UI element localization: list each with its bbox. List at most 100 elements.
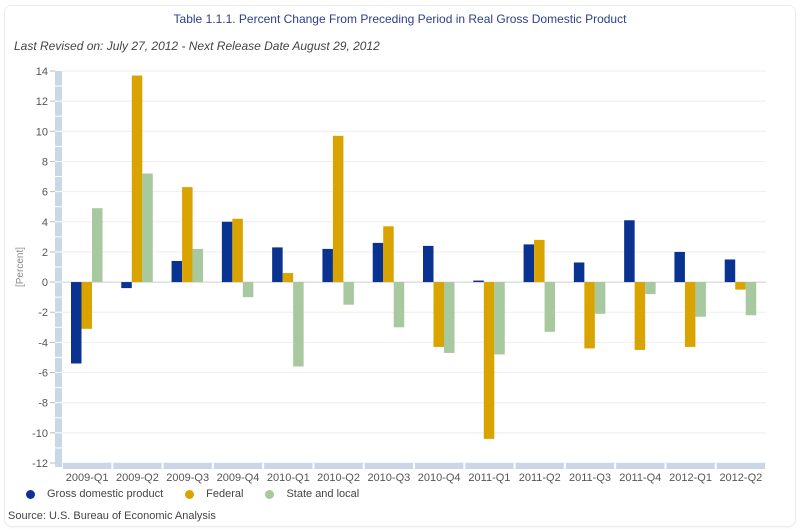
bar-state-local-2011-Q4[interactable] [645, 282, 656, 295]
legend-item-state-local[interactable]: State and local [265, 488, 359, 500]
bar-state-local-2009-Q1[interactable] [92, 208, 103, 283]
bar-gdp-2011-Q3[interactable] [573, 262, 585, 283]
y-tick-label: -2 [38, 307, 48, 319]
legend: Gross domestic product Federal State and… [26, 488, 381, 500]
x-axis-band [63, 463, 765, 469]
bar-state-local-2009-Q3[interactable] [192, 248, 204, 283]
x-tick-label: 2009-Q3 [166, 472, 209, 484]
y-tick-label: -8 [38, 398, 48, 410]
legend-label-federal: Federal [206, 488, 244, 500]
bar-state-local-2010-Q3[interactable] [393, 282, 405, 328]
y-tick-label: 4 [42, 217, 48, 229]
bar-federal-2010-Q3[interactable] [383, 226, 394, 283]
x-axis-band-segment [63, 463, 112, 469]
legend-label-gdp: Gross domestic product [47, 488, 164, 500]
bar-state-local-2010-Q2[interactable] [343, 282, 354, 305]
bar-federal-2011-Q3[interactable] [584, 282, 595, 349]
legend-item-gdp[interactable]: Gross domestic product [26, 488, 163, 500]
x-axis-band-segment [415, 463, 464, 469]
bar-gdp-2009-Q2[interactable] [121, 282, 132, 289]
x-tick-label: 2011-Q3 [569, 472, 611, 484]
bar-federal-2012-Q2[interactable] [735, 282, 746, 290]
bar-gdp-2010-Q2[interactable] [322, 248, 333, 283]
y-tick-label: 0 [42, 277, 48, 289]
y-tick-label: -12 [32, 458, 48, 470]
bar-gdp-2012-Q2[interactable] [724, 259, 736, 283]
bars [71, 75, 757, 439]
bar-state-local-2012-Q1[interactable] [695, 282, 706, 317]
y-tick-label: -6 [38, 368, 48, 380]
x-tick-label: 2011-Q4 [619, 472, 661, 484]
x-tick-label: 2010-Q2 [317, 472, 360, 484]
legend-dot-gdp-icon [26, 489, 35, 499]
bar-gdp-2010-Q3[interactable] [372, 242, 384, 283]
bar-gdp-2010-Q4[interactable] [423, 245, 434, 283]
y-tick-label: -10 [32, 428, 48, 440]
bar-gdp-2010-Q1[interactable] [272, 247, 283, 283]
bar-federal-2010-Q1[interactable] [282, 273, 294, 283]
x-axis-band-segment [213, 463, 263, 469]
bar-federal-2009-Q2[interactable] [131, 75, 143, 283]
bar-state-local-2011-Q2[interactable] [544, 282, 556, 332]
bar-gdp-2009-Q3[interactable] [171, 260, 183, 283]
bar-gdp-2012-Q1[interactable] [674, 251, 685, 283]
bar-gdp-2011-Q4[interactable] [624, 220, 635, 283]
x-tick-label: 2010-Q3 [367, 472, 410, 484]
y-tick-label: 2 [42, 247, 48, 259]
y-tick-label: 10 [36, 126, 48, 138]
y-axis-band-bar [55, 71, 62, 467]
bar-gdp-2009-Q1[interactable] [71, 282, 82, 364]
x-axis-band-segment [314, 463, 363, 469]
x-tick-label: 2012-Q1 [669, 472, 712, 484]
bar-federal-2010-Q2[interactable] [332, 135, 344, 283]
x-tick-label: 2009-Q1 [66, 472, 109, 484]
source-note: Source: U.S. Bureau of Economic Analysis [8, 510, 216, 522]
bar-state-local-2011-Q3[interactable] [594, 282, 606, 314]
x-axis-band-segment [616, 463, 665, 469]
bar-federal-2011-Q2[interactable] [534, 239, 545, 283]
legend-dot-federal-icon [185, 489, 195, 499]
revision-info: Last Revised on: July 27, 2012 - Next Re… [14, 39, 380, 53]
bar-gdp-2011-Q2[interactable] [523, 244, 535, 283]
bar-federal-2011-Q4[interactable] [634, 282, 646, 350]
y-tick-label: 6 [42, 187, 48, 199]
legend-item-federal[interactable]: Federal [185, 488, 243, 500]
x-axis-band-segment [264, 463, 313, 469]
bar-gdp-2011-Q1[interactable] [473, 280, 484, 283]
x-axis-ticks: 2009-Q1 2009-Q2 2009-Q3 2009-Q4 2010-Q1 2010-… [66, 472, 763, 484]
x-tick-label: 2011-Q2 [519, 472, 561, 484]
y-tick-label: -4 [38, 337, 48, 349]
gridlines [62, 70, 766, 464]
y-tick-label: 12 [36, 96, 48, 108]
x-axis-band-segment [163, 463, 212, 469]
chart-title: Table 1.1.1. Percent Change From Precedi… [173, 12, 627, 26]
x-axis-band-segment [716, 463, 765, 469]
bar-state-local-2012-Q2[interactable] [745, 282, 757, 316]
bar-state-local-2010-Q4[interactable] [444, 282, 455, 353]
x-axis-band-segment [666, 463, 715, 469]
x-axis-band-segment [465, 463, 514, 469]
bar-state-local-2011-Q1[interactable] [494, 282, 505, 355]
bar-gdp-2009-Q4[interactable] [221, 221, 233, 283]
bar-federal-2009-Q3[interactable] [182, 187, 193, 283]
x-axis-band-segment [113, 463, 162, 469]
x-tick-label: 2009-Q4 [217, 472, 260, 484]
bar-state-local-2009-Q2[interactable] [142, 173, 153, 283]
x-axis-band-segment [364, 463, 413, 469]
bar-federal-2009-Q4[interactable] [232, 218, 243, 283]
legend-dot-state-local-icon [265, 489, 275, 499]
bar-state-local-2010-Q1[interactable] [293, 282, 304, 367]
y-axis-label: [Percent] [15, 247, 26, 287]
legend-label-state-local: State and local [286, 488, 360, 500]
x-tick-label: 2012-Q2 [719, 472, 762, 484]
y-axis-ticks: 14 12 10 8 6 4 2 0 -2 -4 -6 -8 -10 -12 [32, 66, 55, 470]
x-axis-band-segment [565, 463, 615, 469]
x-tick-label: 2011-Q1 [468, 472, 510, 484]
y-tick-label: 8 [42, 156, 48, 168]
bar-federal-2012-Q1[interactable] [684, 282, 696, 347]
bar-state-local-2009-Q4[interactable] [242, 282, 254, 298]
bar-federal-2010-Q4[interactable] [433, 282, 445, 347]
bar-federal-2009-Q1[interactable] [81, 282, 93, 329]
bar-federal-2011-Q1[interactable] [483, 282, 495, 439]
y-axis-band [55, 71, 62, 467]
